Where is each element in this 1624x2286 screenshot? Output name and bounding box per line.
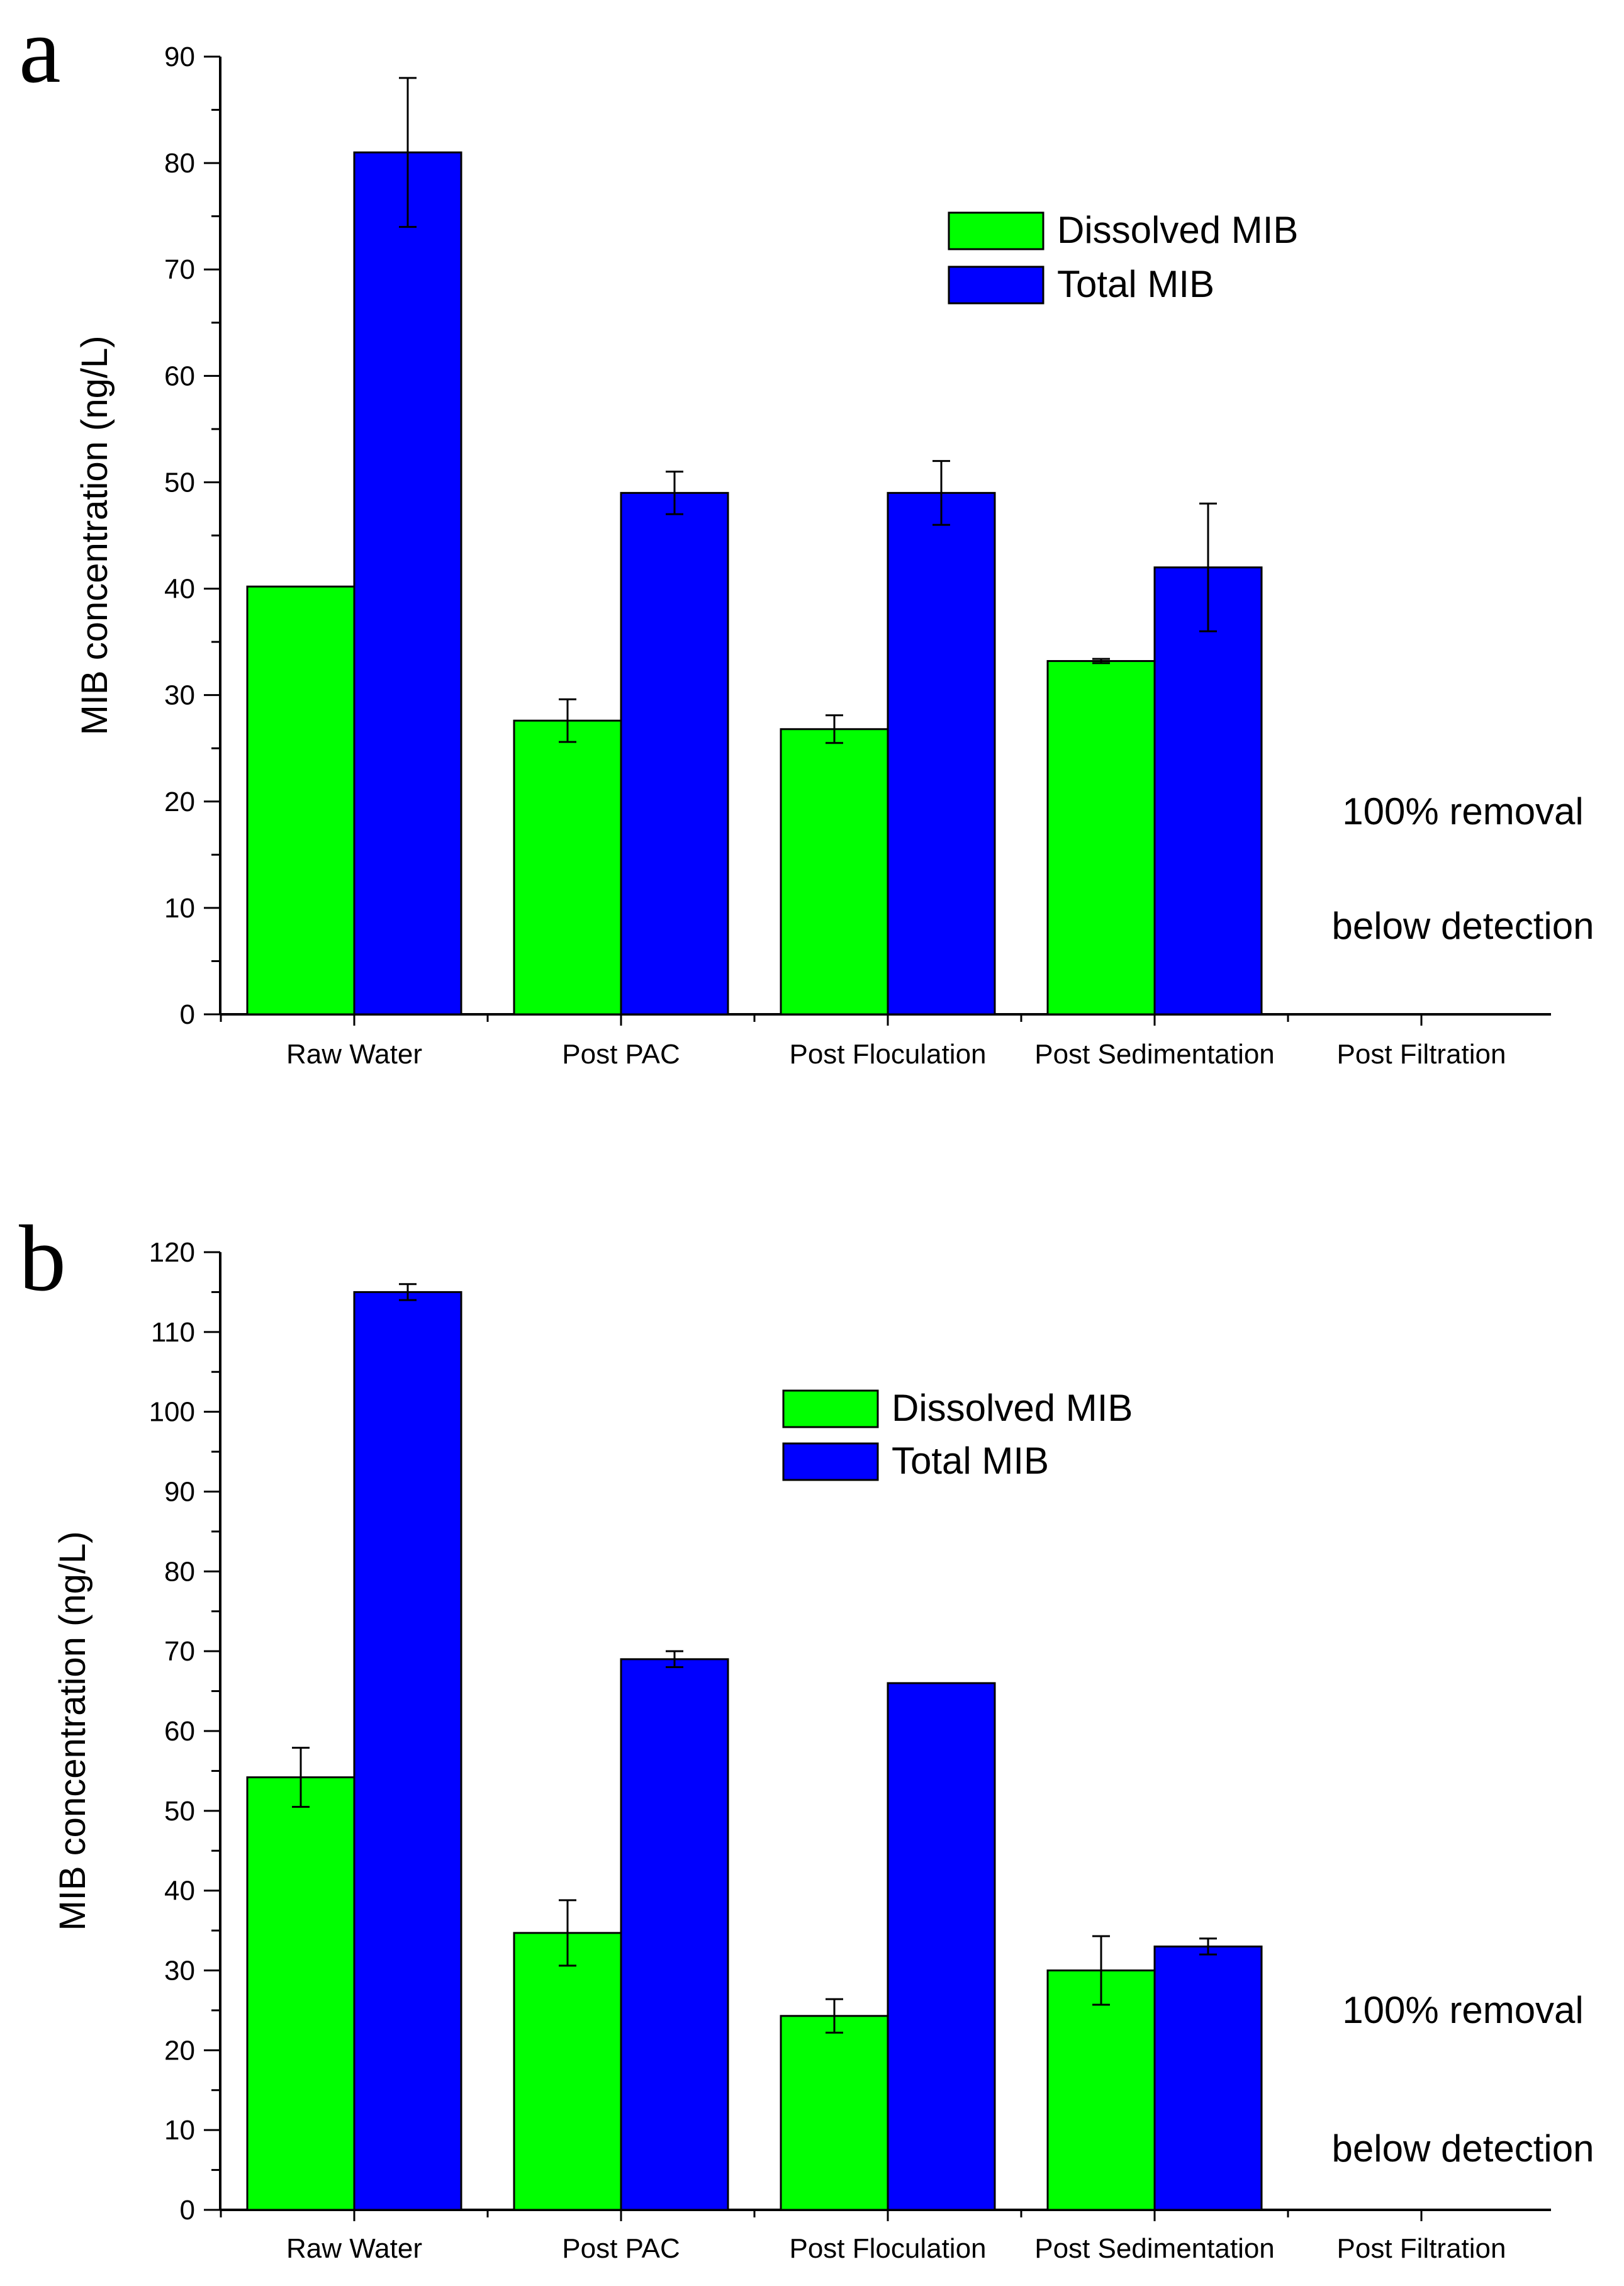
panel-letter: b xyxy=(19,1206,66,1311)
annotation-text: below detection xyxy=(1332,905,1594,947)
x-category-label: Post Sedimentation xyxy=(1034,2233,1275,2264)
legend-label: Dissolved MIB xyxy=(1057,209,1298,251)
bar xyxy=(780,728,889,1016)
y-tick-label: 60 xyxy=(164,1716,195,1747)
bar xyxy=(1153,566,1263,1016)
y-tick-label: 70 xyxy=(164,254,195,285)
x-category-label: Post Floculation xyxy=(789,2233,986,2264)
bar xyxy=(353,151,462,1016)
y-tick-label: 90 xyxy=(164,42,195,72)
x-category-label: Raw Water xyxy=(286,1039,422,1070)
panel-letter: a xyxy=(19,0,61,103)
y-tick-label: 80 xyxy=(164,148,195,179)
y-tick-label: 0 xyxy=(180,2195,195,2226)
x-category-label: Raw Water xyxy=(286,2233,422,2264)
bar xyxy=(353,1291,462,2211)
y-tick-label: 40 xyxy=(164,1876,195,1907)
y-tick-label: 40 xyxy=(164,574,195,605)
bar xyxy=(246,585,356,1016)
annotation-text: 100% removal xyxy=(1342,790,1584,832)
bar xyxy=(246,1776,356,2211)
bar xyxy=(1046,1969,1156,2211)
y-tick-label: 90 xyxy=(164,1477,195,1508)
bar xyxy=(513,719,622,1016)
bar xyxy=(513,1932,622,2211)
y-tick-label: 100 xyxy=(149,1397,195,1428)
y-tick-label: 50 xyxy=(164,1796,195,1827)
legend-swatch xyxy=(948,211,1044,250)
x-category-label: Post Sedimentation xyxy=(1034,1039,1275,1070)
bar xyxy=(620,491,729,1016)
y-tick-label: 0 xyxy=(180,999,195,1030)
y-tick-label: 70 xyxy=(164,1636,195,1667)
x-category-label: Post Filtration xyxy=(1337,1039,1506,1070)
legend-label: Total MIB xyxy=(892,1440,1049,1482)
x-category-label: Post PAC xyxy=(562,1039,680,1070)
x-category-label: Post PAC xyxy=(562,2233,680,2264)
y-tick-label: 30 xyxy=(164,680,195,711)
annotation-text: below detection xyxy=(1332,2127,1594,2170)
panel-a: a 0 10 20 30 40 50 60 70 80 90 MIB concentration (n… xyxy=(19,0,1594,1070)
legend-swatch xyxy=(782,1389,879,1428)
bar xyxy=(887,491,996,1016)
y-tick-label: 60 xyxy=(164,361,195,391)
legend-swatch xyxy=(782,1442,879,1481)
bar xyxy=(1153,1945,1263,2211)
y-tick-label: 20 xyxy=(164,787,195,817)
bar xyxy=(780,2015,889,2211)
legend-label: Total MIB xyxy=(1057,263,1214,305)
x-category-label: Post Filtration xyxy=(1337,2233,1506,2264)
bar xyxy=(887,1682,996,2211)
y-tick-label: 30 xyxy=(164,1956,195,1986)
bar xyxy=(1046,660,1156,1016)
legend-label: Dissolved MIB xyxy=(892,1387,1133,1429)
y-tick-label: 110 xyxy=(151,1317,195,1348)
y-tick-label: 20 xyxy=(164,2035,195,2066)
y-tick-label: 50 xyxy=(164,467,195,498)
y-tick-label: 10 xyxy=(164,893,195,924)
bar xyxy=(620,1658,729,2211)
x-category-label: Post Floculation xyxy=(789,1039,986,1070)
y-tick-label: 80 xyxy=(164,1556,195,1587)
y-axis-title: MIB concentration (ng/L) xyxy=(74,335,115,735)
panel-b: b 0 10 20 30 40 50 60 70 80 90 100 110 120 MIB concent… xyxy=(19,1206,1594,2264)
y-axis-title: MIB concentration (ng/L) xyxy=(52,1531,93,1930)
y-tick-label: 120 xyxy=(149,1237,195,1268)
y-tick-label: 10 xyxy=(164,2115,195,2146)
annotation-text: 100% removal xyxy=(1342,1989,1584,2031)
legend-swatch xyxy=(948,266,1044,305)
